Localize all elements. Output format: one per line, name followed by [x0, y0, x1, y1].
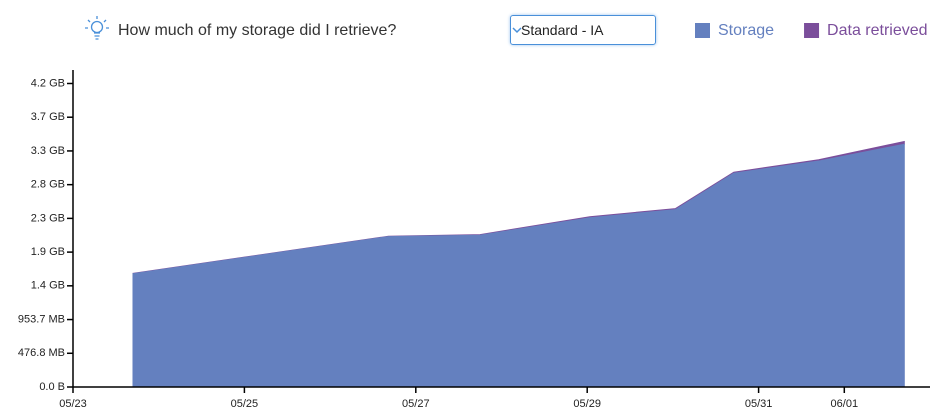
legend-label: Data retrieved [827, 22, 928, 39]
y-tick-label: 3.7 GB [31, 111, 65, 123]
bulb-icon [85, 16, 109, 40]
y-tick-label: 4.2 GB [31, 77, 65, 89]
area [132, 143, 905, 388]
y-tick-label: 1.9 GB [31, 246, 65, 258]
chevron [512, 27, 522, 34]
x-tick-label: 06/01 [831, 398, 859, 410]
x-tick-label: 05/27 [402, 398, 430, 410]
x-tick-label: 05/29 [573, 398, 601, 410]
y-tick-label: 476.8 MB [18, 347, 65, 359]
y-tick-label: 0.0 B [39, 381, 65, 393]
legend-swatch [804, 23, 820, 38]
y-tick-label: 2.3 GB [31, 212, 65, 224]
chart-title: How much of my storage did I retrieve? [118, 22, 396, 39]
storage-class-dropdown[interactable]: Standard - IA [510, 15, 656, 45]
x-tick-label: 05/23 [59, 398, 87, 410]
y-tick-label: 2.8 GB [31, 179, 65, 191]
legend-swatch [695, 23, 710, 38]
dropdown-value: Standard - IA [521, 22, 604, 38]
x-tick-label: 05/25 [231, 398, 259, 410]
y-tick-label: 1.4 GB [31, 280, 65, 292]
legend-label: Storage [718, 22, 774, 39]
y-tick-label: 953.7 MB [18, 313, 65, 325]
y-tick-label: 3.3 GB [31, 145, 65, 157]
x-tick-label: 05/31 [745, 398, 773, 410]
